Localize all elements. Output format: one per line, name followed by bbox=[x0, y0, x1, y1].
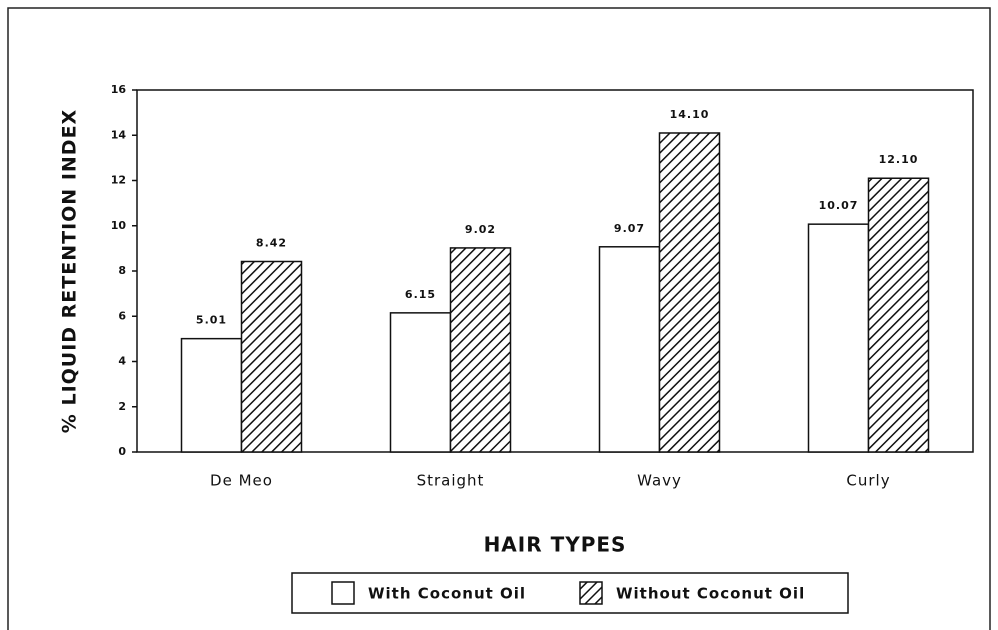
y-tick-label: 12 bbox=[111, 174, 126, 187]
bar bbox=[867, 177, 930, 453]
y-tick-label: 4 bbox=[118, 355, 126, 368]
x-tick-label: Curly bbox=[846, 472, 890, 490]
frame bbox=[7, 7, 991, 630]
y-tick-label: 2 bbox=[118, 400, 126, 413]
y-tick-label: 16 bbox=[111, 83, 127, 96]
legend-label: With Coconut Oil bbox=[368, 585, 526, 603]
y-axis-title: % LIQUID RETENTION INDEX bbox=[59, 109, 81, 433]
legend-swatch bbox=[579, 581, 603, 605]
y-tick-label: 0 bbox=[118, 445, 126, 458]
bar bbox=[180, 337, 243, 453]
x-tick-label: Wavy bbox=[637, 472, 682, 490]
value-label: 9.07 bbox=[614, 222, 645, 235]
y-tick-label: 10 bbox=[111, 219, 127, 232]
bar bbox=[807, 223, 870, 453]
value-label: 8.42 bbox=[256, 236, 287, 249]
y-tick-label: 6 bbox=[118, 309, 126, 322]
value-label: 5.01 bbox=[196, 314, 227, 327]
legend-swatch bbox=[331, 581, 355, 605]
value-label: 9.02 bbox=[465, 223, 496, 236]
bar bbox=[389, 312, 452, 453]
value-label: 6.15 bbox=[405, 288, 436, 301]
legend bbox=[291, 572, 849, 614]
bar bbox=[658, 132, 721, 453]
bar bbox=[449, 247, 512, 453]
y-tick-label: 8 bbox=[118, 264, 126, 277]
x-tick-label: Straight bbox=[417, 472, 485, 490]
x-tick-label: De Meo bbox=[210, 472, 273, 490]
value-label: 12.10 bbox=[879, 153, 919, 166]
y-tick-label: 14 bbox=[111, 128, 127, 141]
legend-label: Without Coconut Oil bbox=[616, 585, 805, 603]
x-axis-title: HAIR TYPES bbox=[484, 533, 627, 557]
bar bbox=[598, 246, 661, 453]
bar bbox=[240, 260, 303, 453]
value-label: 10.07 bbox=[819, 199, 859, 212]
value-label: 14.10 bbox=[670, 108, 710, 121]
